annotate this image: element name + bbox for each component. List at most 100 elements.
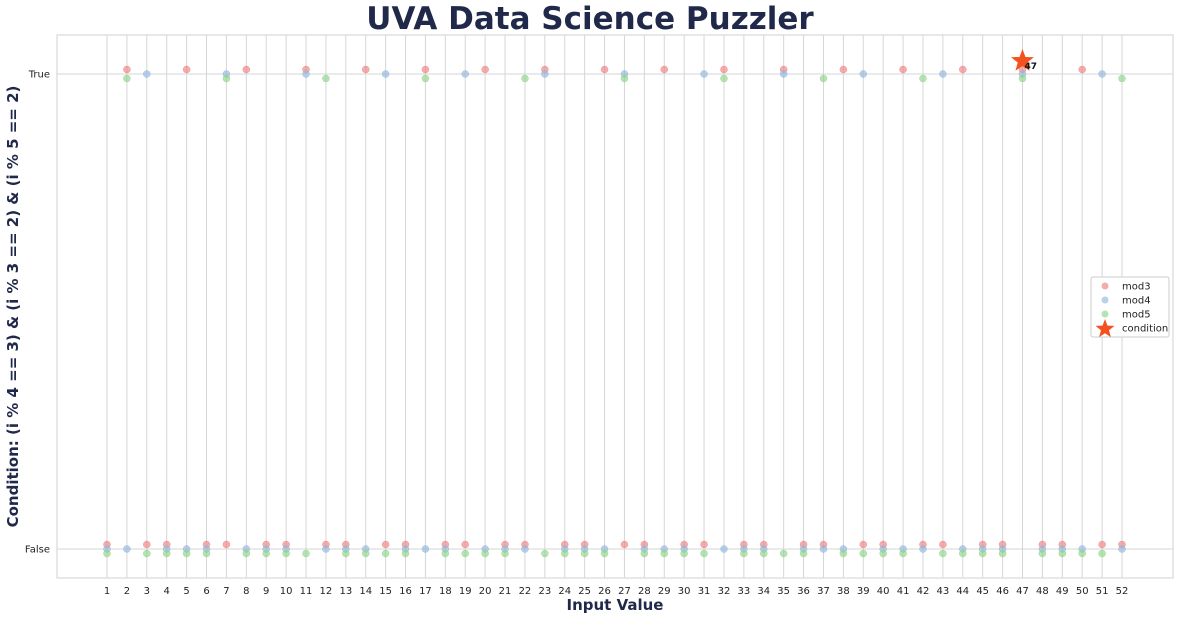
- mod5-point: [1098, 549, 1106, 558]
- mod4-point: [720, 545, 728, 553]
- mod3-point: [600, 65, 609, 74]
- x-tick-label: 50: [1076, 586, 1089, 597]
- mod5-point: [1078, 549, 1086, 558]
- x-tick-label: 20: [479, 586, 492, 597]
- x-tick-label: 7: [223, 586, 229, 597]
- mod4-point: [322, 545, 330, 553]
- x-tick-label: 40: [877, 586, 890, 597]
- x-tick-label: 39: [857, 586, 870, 597]
- mod3-point: [700, 540, 708, 549]
- mod3-point: [381, 540, 390, 549]
- mod5-point: [680, 549, 688, 558]
- mod4-point: [779, 70, 788, 78]
- legend-label: mod4: [1122, 296, 1151, 307]
- x-tick-label: 17: [419, 586, 432, 597]
- mod5-point: [700, 549, 708, 558]
- mod5-point: [740, 549, 748, 558]
- x-tick-label: 28: [638, 586, 651, 597]
- mod3-point: [242, 65, 251, 74]
- mod4-point: [143, 70, 151, 78]
- mod3-point: [859, 540, 868, 549]
- mod4-point: [859, 70, 868, 78]
- x-tick-label: 18: [439, 586, 452, 597]
- mod5-point: [361, 549, 370, 558]
- mod4-point: [939, 70, 947, 78]
- legend-star-marker: [1095, 319, 1115, 338]
- mod4-point: [123, 545, 131, 553]
- mod3-point: [839, 65, 848, 74]
- x-tick-label: 49: [1056, 586, 1069, 597]
- mod5-point: [381, 549, 390, 558]
- y-tick-label: False: [25, 545, 50, 556]
- x-tick-label: 25: [578, 586, 591, 597]
- mod3-point: [899, 65, 907, 74]
- x-tick-label: 31: [698, 586, 711, 597]
- mod5-point: [919, 74, 927, 83]
- mod3-point: [461, 540, 469, 549]
- mod5-point: [103, 549, 111, 558]
- y-tick-label: True: [28, 70, 50, 81]
- mod5-point: [998, 549, 1007, 558]
- mod5-point: [282, 549, 290, 558]
- mod5-point: [819, 74, 828, 83]
- mod5-point: [342, 549, 350, 558]
- mod4-point: [919, 545, 927, 553]
- legend-marker: [1101, 296, 1109, 304]
- x-tick-label: 2: [124, 586, 130, 597]
- x-tick-label: 51: [1096, 586, 1109, 597]
- x-tick-label: 36: [797, 586, 810, 597]
- mod4-point: [521, 545, 529, 553]
- mod4-point: [381, 70, 390, 78]
- mod5-point: [799, 549, 808, 558]
- x-tick-label: 29: [658, 586, 671, 597]
- mod5-point: [760, 549, 768, 558]
- mod4-point: [1098, 70, 1106, 78]
- x-tick-label: 16: [399, 586, 412, 597]
- mod5-point: [939, 549, 947, 558]
- x-tick-label: 32: [718, 586, 731, 597]
- x-tick-label: 3: [144, 586, 150, 597]
- condition-star-marker: [1011, 49, 1034, 71]
- x-tick-label: 45: [976, 586, 989, 597]
- mod5-point: [640, 549, 649, 558]
- x-tick-label: 6: [203, 586, 209, 597]
- x-tick-label: 11: [300, 586, 313, 597]
- x-tick-label: 14: [359, 586, 372, 597]
- plot-area: [56, 34, 1174, 579]
- x-tick-label: 24: [558, 586, 571, 597]
- x-tick-label: 33: [737, 586, 750, 597]
- mod3-point: [959, 65, 967, 74]
- x-tick-label: 42: [917, 586, 930, 597]
- mod3-point: [660, 65, 669, 74]
- mod5-point: [859, 549, 868, 558]
- mod3-point: [720, 65, 728, 74]
- mod5-point: [182, 549, 191, 558]
- mod5-point: [162, 549, 171, 558]
- mod5-point: [401, 549, 410, 558]
- mod5-point: [879, 549, 887, 558]
- x-tick-label: 34: [757, 586, 770, 597]
- x-tick-label: 8: [243, 586, 249, 597]
- mod5-point: [202, 549, 211, 558]
- mod5-point: [421, 74, 430, 83]
- legend-box: [1090, 276, 1170, 338]
- mod3-point: [421, 65, 430, 74]
- mod5-point: [580, 549, 589, 558]
- mod5-point: [959, 549, 967, 558]
- x-tick-label: 4: [164, 586, 170, 597]
- mod5-point: [1018, 74, 1027, 83]
- mod5-point: [143, 549, 151, 558]
- x-tick-label: 5: [183, 586, 189, 597]
- x-tick-label: 13: [339, 586, 352, 597]
- x-tick-label: 47: [1016, 586, 1029, 597]
- mod5-point: [600, 549, 609, 558]
- mod5-point: [720, 74, 728, 83]
- x-tick-label: 1: [104, 586, 110, 597]
- x-tick-label: 26: [598, 586, 611, 597]
- mod4-point: [700, 70, 708, 78]
- mod5-point: [1118, 74, 1126, 83]
- mod3-point: [361, 65, 370, 74]
- mod5-point: [839, 549, 848, 558]
- x-tick-label: 37: [817, 586, 830, 597]
- mod5-point: [620, 74, 629, 83]
